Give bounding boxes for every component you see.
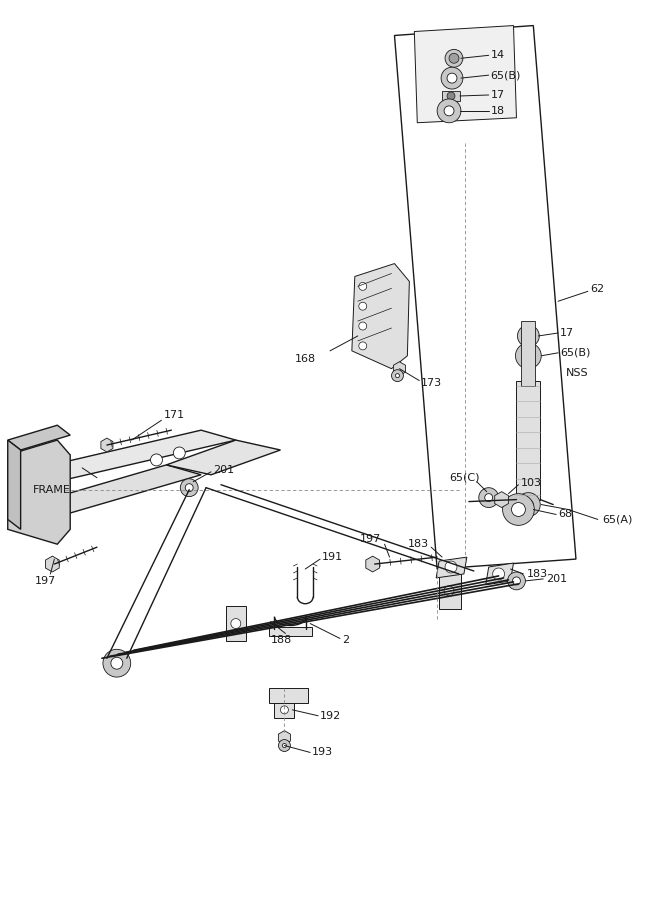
Circle shape: [449, 53, 459, 63]
Circle shape: [392, 370, 404, 382]
Circle shape: [445, 561, 457, 573]
Bar: [516, 381, 540, 500]
Polygon shape: [366, 556, 380, 572]
Circle shape: [524, 500, 534, 509]
Circle shape: [231, 618, 241, 628]
Text: 65(B): 65(B): [560, 347, 590, 358]
Circle shape: [485, 493, 493, 501]
Polygon shape: [394, 362, 406, 375]
Circle shape: [359, 283, 367, 291]
Polygon shape: [352, 264, 410, 369]
Circle shape: [180, 479, 198, 497]
Circle shape: [185, 483, 193, 491]
Polygon shape: [166, 440, 280, 475]
Text: 201: 201: [213, 464, 234, 475]
Text: 191: 191: [322, 552, 344, 562]
Text: 103: 103: [520, 478, 542, 488]
Circle shape: [508, 572, 526, 590]
Circle shape: [516, 492, 540, 517]
Text: 17: 17: [560, 328, 574, 338]
Polygon shape: [8, 440, 21, 529]
Text: 62: 62: [590, 284, 604, 294]
Circle shape: [493, 568, 504, 580]
Text: 2: 2: [342, 635, 349, 645]
Circle shape: [522, 350, 534, 362]
Bar: [439, 573, 461, 608]
Bar: [522, 321, 536, 385]
Circle shape: [359, 302, 367, 310]
Circle shape: [450, 54, 458, 62]
Bar: [275, 703, 294, 718]
Circle shape: [447, 73, 457, 83]
Circle shape: [512, 577, 520, 585]
Circle shape: [151, 454, 163, 466]
Polygon shape: [486, 563, 514, 585]
Circle shape: [282, 743, 286, 748]
Text: 188: 188: [271, 635, 291, 645]
Circle shape: [502, 493, 534, 526]
Polygon shape: [278, 731, 290, 744]
Text: 197: 197: [35, 576, 56, 586]
Polygon shape: [394, 25, 576, 569]
Circle shape: [512, 502, 526, 517]
Circle shape: [444, 106, 454, 116]
Circle shape: [524, 331, 534, 341]
Polygon shape: [31, 430, 236, 480]
Circle shape: [359, 322, 367, 330]
Circle shape: [437, 99, 461, 122]
Circle shape: [103, 649, 131, 677]
Circle shape: [444, 586, 454, 596]
Polygon shape: [495, 491, 508, 508]
Polygon shape: [45, 556, 59, 572]
Circle shape: [280, 706, 288, 714]
Text: 65(C): 65(C): [449, 472, 480, 482]
Circle shape: [278, 740, 290, 752]
Text: 18: 18: [491, 106, 505, 116]
Text: 193: 193: [312, 748, 334, 758]
Circle shape: [359, 342, 367, 350]
Circle shape: [173, 447, 185, 459]
Text: 183: 183: [526, 569, 548, 579]
Text: NSS: NSS: [566, 367, 589, 378]
Polygon shape: [8, 425, 70, 450]
Polygon shape: [31, 465, 201, 515]
Text: 192: 192: [320, 711, 342, 721]
Polygon shape: [269, 688, 308, 703]
Text: 183: 183: [408, 539, 428, 549]
Circle shape: [396, 374, 400, 378]
Text: 65(B): 65(B): [491, 70, 521, 80]
Text: 168: 168: [295, 354, 316, 364]
Circle shape: [441, 68, 463, 89]
Circle shape: [516, 343, 541, 369]
Bar: [442, 91, 460, 101]
Text: 173: 173: [422, 378, 442, 388]
Text: 68: 68: [558, 509, 572, 519]
Polygon shape: [101, 438, 113, 452]
Circle shape: [479, 488, 499, 508]
Circle shape: [447, 92, 455, 100]
Circle shape: [445, 50, 463, 68]
Polygon shape: [8, 440, 70, 544]
Polygon shape: [414, 25, 516, 122]
Circle shape: [518, 325, 540, 346]
Text: 17: 17: [491, 90, 505, 100]
Text: 197: 197: [360, 535, 381, 544]
Text: 171: 171: [163, 410, 185, 420]
Text: FRAME: FRAME: [33, 485, 71, 495]
Circle shape: [111, 657, 123, 670]
Text: 14: 14: [491, 50, 505, 60]
Polygon shape: [31, 470, 65, 515]
Text: 201: 201: [546, 574, 568, 584]
Polygon shape: [436, 557, 467, 578]
Bar: [226, 606, 245, 642]
Text: 65(A): 65(A): [603, 515, 633, 525]
Bar: [269, 626, 312, 636]
